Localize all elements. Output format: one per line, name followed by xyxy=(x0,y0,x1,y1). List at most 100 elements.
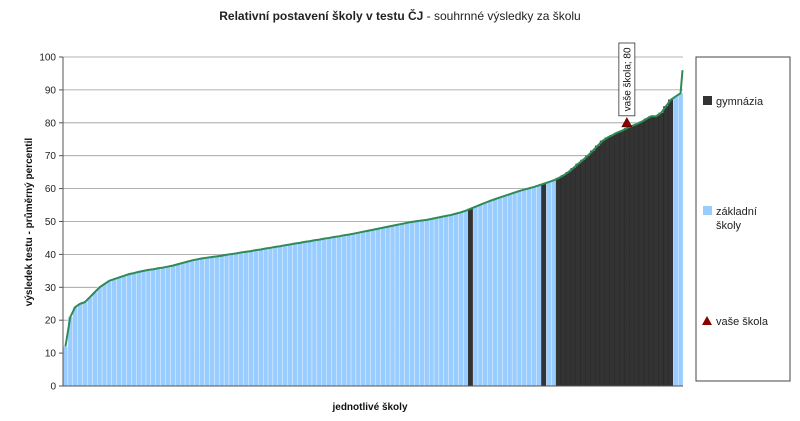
bar-zakladni-skola xyxy=(492,198,498,387)
bar-gymnazium xyxy=(560,175,567,387)
bar-zakladni-skola xyxy=(336,236,342,387)
bar-zakladni-skola xyxy=(316,239,322,387)
legend-swatch xyxy=(703,96,712,105)
x-axis-label: jednotlivé školy xyxy=(331,402,407,413)
bar-zakladni-skola xyxy=(184,261,191,387)
bar-zakladni-skola xyxy=(272,246,279,387)
bar-zakladni-skola xyxy=(131,272,137,387)
bar-zakladni-skola xyxy=(199,258,205,387)
bar-zakladni-skola xyxy=(292,243,298,387)
legend-swatch xyxy=(702,316,712,325)
bar-zakladni-skola xyxy=(101,283,108,387)
bar-zakladni-skola xyxy=(482,202,488,387)
bar-zakladni-skola xyxy=(531,186,537,387)
y-tick-label: 20 xyxy=(45,316,57,327)
bar-zakladni-skola xyxy=(77,303,83,387)
y-tick-label: 30 xyxy=(45,283,57,294)
legend-label: vaše škola xyxy=(716,316,769,328)
bar-zakladni-skola xyxy=(82,301,88,387)
y-tick-label: 100 xyxy=(39,53,56,64)
bar-zakladni-skola xyxy=(62,346,69,387)
bar-zakladni-skola xyxy=(165,266,171,387)
bar-zakladni-skola xyxy=(389,225,396,387)
bar-zakladni-skola xyxy=(394,224,401,387)
legend-label: základní xyxy=(716,206,757,218)
bar-gymnazium xyxy=(658,112,664,387)
legend-swatch xyxy=(703,206,712,215)
bar-zakladni-skola xyxy=(448,214,454,387)
bar-zakladni-skola xyxy=(179,262,186,387)
bar-zakladni-skola xyxy=(223,254,230,387)
bar-zakladni-skola xyxy=(243,251,249,387)
y-tick-label: 0 xyxy=(50,382,56,393)
bar-gymnazium xyxy=(609,135,615,387)
legend-box xyxy=(695,56,791,382)
bar-zakladni-skola xyxy=(673,96,679,387)
bar-zakladni-skola xyxy=(472,206,479,387)
y-tick-label: 10 xyxy=(45,349,57,360)
bar-zakladni-skola xyxy=(516,190,523,387)
bar-zakladni-skola xyxy=(526,188,532,387)
bar-zakladni-skola xyxy=(116,277,122,387)
bar-zakladni-skola xyxy=(487,200,493,387)
bar-zakladni-skola xyxy=(311,240,318,387)
bar-zakladni-skola xyxy=(282,245,288,387)
bar-zakladni-skola xyxy=(677,93,684,387)
bar-zakladni-skola xyxy=(326,237,332,387)
bar-zakladni-skola xyxy=(219,255,225,387)
bar-zakladni-skola xyxy=(536,185,542,387)
bar-zakladni-skola xyxy=(92,292,98,387)
bar-zakladni-skola xyxy=(238,252,244,387)
bar-zakladni-skola xyxy=(228,253,235,387)
chart-title-rest: - souhrnné výsledky za školu xyxy=(423,9,581,23)
bar-zakladni-skola xyxy=(297,242,303,387)
annotation-box xyxy=(618,42,636,117)
bar-zakladni-skola xyxy=(350,233,357,387)
y-tick-label: 90 xyxy=(45,85,57,96)
bar-gymnazium xyxy=(648,116,654,387)
bar-zakladni-skola xyxy=(321,238,327,387)
line-layer xyxy=(64,70,684,347)
bar-zakladni-skola xyxy=(443,215,449,387)
bar-zakladni-skola xyxy=(170,265,176,387)
bar-zakladni-skola xyxy=(360,231,366,387)
bar-zakladni-skola xyxy=(453,213,459,387)
bar-zakladni-skola xyxy=(521,189,528,387)
bar-gymnazium xyxy=(570,168,576,387)
bar-zakladni-skola xyxy=(463,210,469,387)
bar-zakladni-skola xyxy=(546,181,552,387)
bar-gymnazium xyxy=(668,99,674,387)
bar-zakladni-skola xyxy=(96,287,103,387)
bar-zakladni-skola xyxy=(140,270,147,387)
bar-gymnazium xyxy=(580,159,586,387)
bar-zakladni-skola xyxy=(375,228,381,387)
bar-gymnazium xyxy=(594,145,601,387)
bars-group xyxy=(62,93,684,387)
chart-title-bold: Relativní postavení školy v testu ČJ xyxy=(219,9,424,23)
bar-gymnazium xyxy=(575,163,581,387)
y-tick-label: 50 xyxy=(45,217,57,228)
bar-gymnazium xyxy=(614,132,620,387)
y-tick-label: 60 xyxy=(45,184,57,195)
bar-zakladni-skola xyxy=(419,220,425,387)
bar-zakladni-skola xyxy=(262,248,269,387)
y-tick-label: 80 xyxy=(45,118,57,129)
bar-zakladni-skola xyxy=(414,220,420,387)
trend-line xyxy=(64,70,684,347)
your-school-marker xyxy=(621,117,633,128)
bar-gymnazium xyxy=(619,130,625,387)
bar-zakladni-skola xyxy=(331,236,337,387)
bar-gymnazium xyxy=(541,183,547,387)
bar-zakladni-skola xyxy=(145,269,152,387)
bar-gymnazium xyxy=(643,118,650,387)
bar-zakladni-skola xyxy=(87,296,93,387)
bar-zakladni-skola xyxy=(258,249,264,387)
bar-zakladni-skola xyxy=(253,249,259,387)
bar-zakladni-skola xyxy=(341,235,347,387)
bar-zakladni-skola xyxy=(345,234,352,387)
bar-zakladni-skola xyxy=(507,194,513,387)
annotation-text: vaše škola; 80 xyxy=(622,47,633,111)
bar-gymnazium xyxy=(638,121,645,387)
bar-gymnazium xyxy=(590,150,596,387)
bar-zakladni-skola xyxy=(409,221,415,387)
